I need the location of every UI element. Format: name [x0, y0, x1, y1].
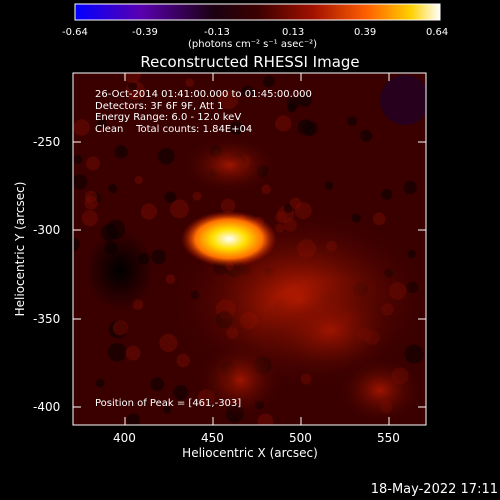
plot-frame: [72, 72, 427, 426]
x-tick-label: 400: [113, 431, 136, 445]
colorbar-tick: 0.64: [426, 27, 449, 38]
page-title: Reconstructed RHESSI Image: [140, 53, 360, 71]
x-axis-label: Heliocentric X (arcsec): [182, 446, 318, 460]
y-tick-label: -300: [33, 223, 61, 237]
y-axis-label: Heliocentric Y (arcsec): [13, 181, 27, 317]
y-tick-label: -400: [33, 400, 61, 414]
colorbar-tick: -0.13: [204, 27, 230, 38]
info-detectors: Detectors: 3F 6F 9F, Att 1: [95, 100, 224, 112]
colorbar-tick: 0.13: [282, 27, 305, 38]
y-tick-label: -250: [33, 135, 61, 149]
colorbar-tick: 0.39: [354, 27, 377, 38]
x-tick-label: 550: [377, 431, 400, 445]
info-clean-counts: Clean Total counts: 1.84E+04: [95, 123, 253, 135]
timestamp: 18-May-2022 17:11: [370, 482, 498, 497]
image-area: [73, 73, 426, 425]
colorbar-unit-label: (photons cm⁻² s⁻¹ asec⁻²): [188, 39, 318, 50]
colorbar-tick: -0.64: [62, 27, 88, 38]
info-block: 26-Oct-2014 01:41:00.000 to 01:45:00.000…: [95, 89, 312, 135]
x-tick-label: 450: [201, 431, 224, 445]
y-tick-label: -350: [33, 312, 61, 326]
peak-source: [181, 211, 277, 267]
info-energy-range: Energy Range: 6.0 - 12.0 keV: [95, 112, 242, 123]
info-peak-position: Position of Peak = [461,-303]: [95, 398, 242, 409]
colorbar-tick: -0.39: [132, 27, 158, 38]
info-time-range: 26-Oct-2014 01:41:00.000 to 01:45:00.000: [95, 89, 312, 100]
colorbar-gradient: [74, 3, 441, 21]
colorbar: [74, 3, 441, 21]
x-tick-label: 500: [289, 431, 312, 445]
